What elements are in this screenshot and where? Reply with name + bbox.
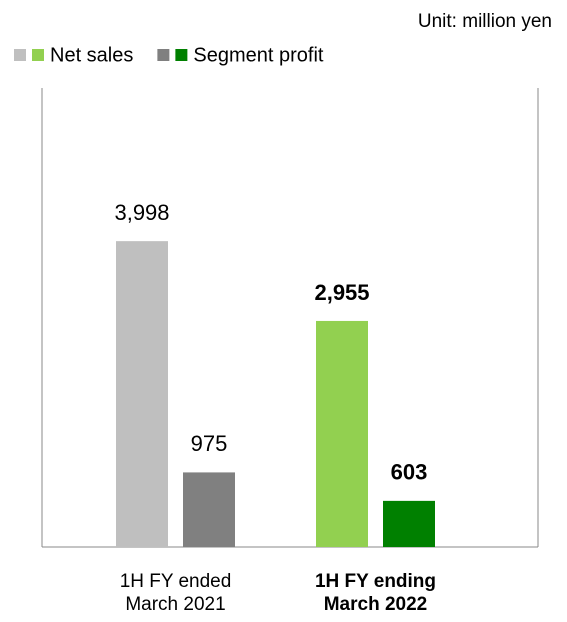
legend-swatch	[32, 49, 44, 61]
x-tick-label: 1H FY ended March 2021	[119, 571, 232, 615]
data-label: 3,998	[114, 200, 169, 225]
bar	[183, 472, 235, 547]
legend-label: Segment profit	[193, 44, 324, 66]
legend-swatch	[175, 49, 188, 61]
legend-swatch	[14, 49, 26, 61]
bar	[383, 500, 435, 547]
legend-label: Net sales	[50, 44, 133, 66]
data-label: 975	[191, 431, 228, 456]
data-label: 603	[391, 460, 428, 485]
data-label: 2,955	[314, 280, 369, 305]
x-tick-label: 1H FY ending March 2022	[314, 571, 437, 615]
legend-swatch	[157, 49, 170, 61]
bar	[116, 241, 168, 547]
unit-label: Unit: million yen	[418, 11, 552, 32]
bar	[316, 320, 368, 547]
